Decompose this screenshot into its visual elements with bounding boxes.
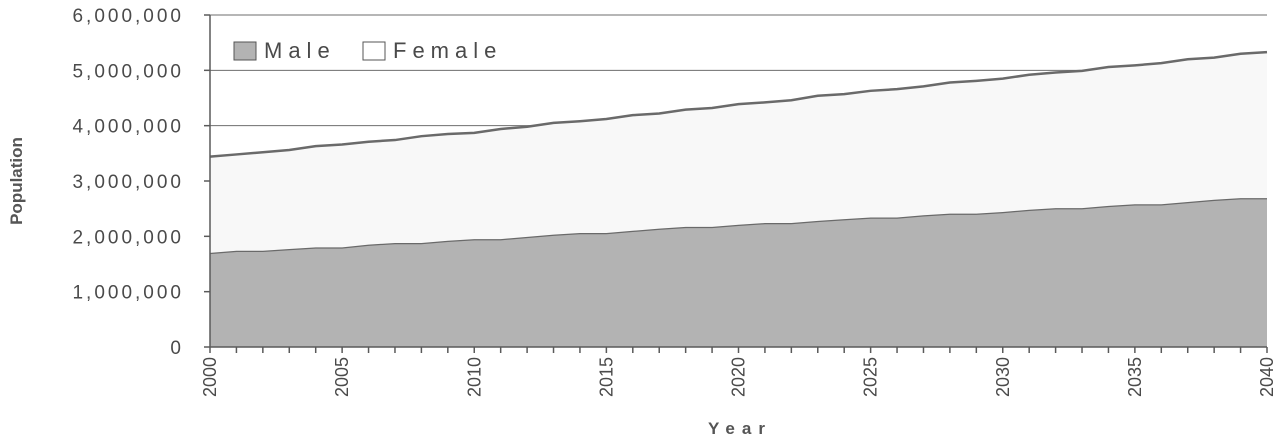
y-tick-labels: 0 1,000,000 2,000,000 3,000,000 4,000,000 5,0… xyxy=(72,6,184,359)
axes xyxy=(204,14,1268,353)
y-tick-label: 6,000,000 xyxy=(72,6,184,27)
y-tick-label: 3,000,000 xyxy=(72,172,184,193)
y-tick-label: 2,000,000 xyxy=(72,227,184,248)
area-female xyxy=(210,52,1267,253)
x-tick-label: 2040 xyxy=(1257,357,1277,397)
area-male xyxy=(210,198,1267,347)
legend: Male Female xyxy=(233,38,502,63)
legend-label-female: Female xyxy=(393,38,502,63)
x-tick-label: 2000 xyxy=(200,357,220,397)
x-tick-label: 2030 xyxy=(993,357,1013,397)
x-tick-label: 2025 xyxy=(861,357,881,397)
series-line-female xyxy=(209,50,1268,158)
x-tick-label: 2005 xyxy=(332,357,352,397)
y-tick-label: 5,000,000 xyxy=(72,61,184,82)
y-tick-label: 0 xyxy=(170,338,184,359)
y-tick-label: 1,000,000 xyxy=(72,283,184,304)
x-axis-title: Year xyxy=(708,419,772,438)
area-series xyxy=(209,50,1268,347)
legend-swatch-male xyxy=(233,41,257,61)
legend-swatch-female xyxy=(362,41,386,61)
x-tick-label: 2015 xyxy=(596,357,616,397)
y-axis-title: Population xyxy=(7,137,26,225)
x-tick-label: 2010 xyxy=(464,357,484,397)
x-tick-label: 2020 xyxy=(729,357,749,397)
x-tick-label: 2035 xyxy=(1125,357,1145,397)
x-tick-labels: 2000 2005 2010 2015 2020 2025 2030 2035 2040 xyxy=(200,357,1277,397)
y-tick-label: 4,000,000 xyxy=(72,117,184,138)
legend-label-male: Male xyxy=(264,38,336,63)
